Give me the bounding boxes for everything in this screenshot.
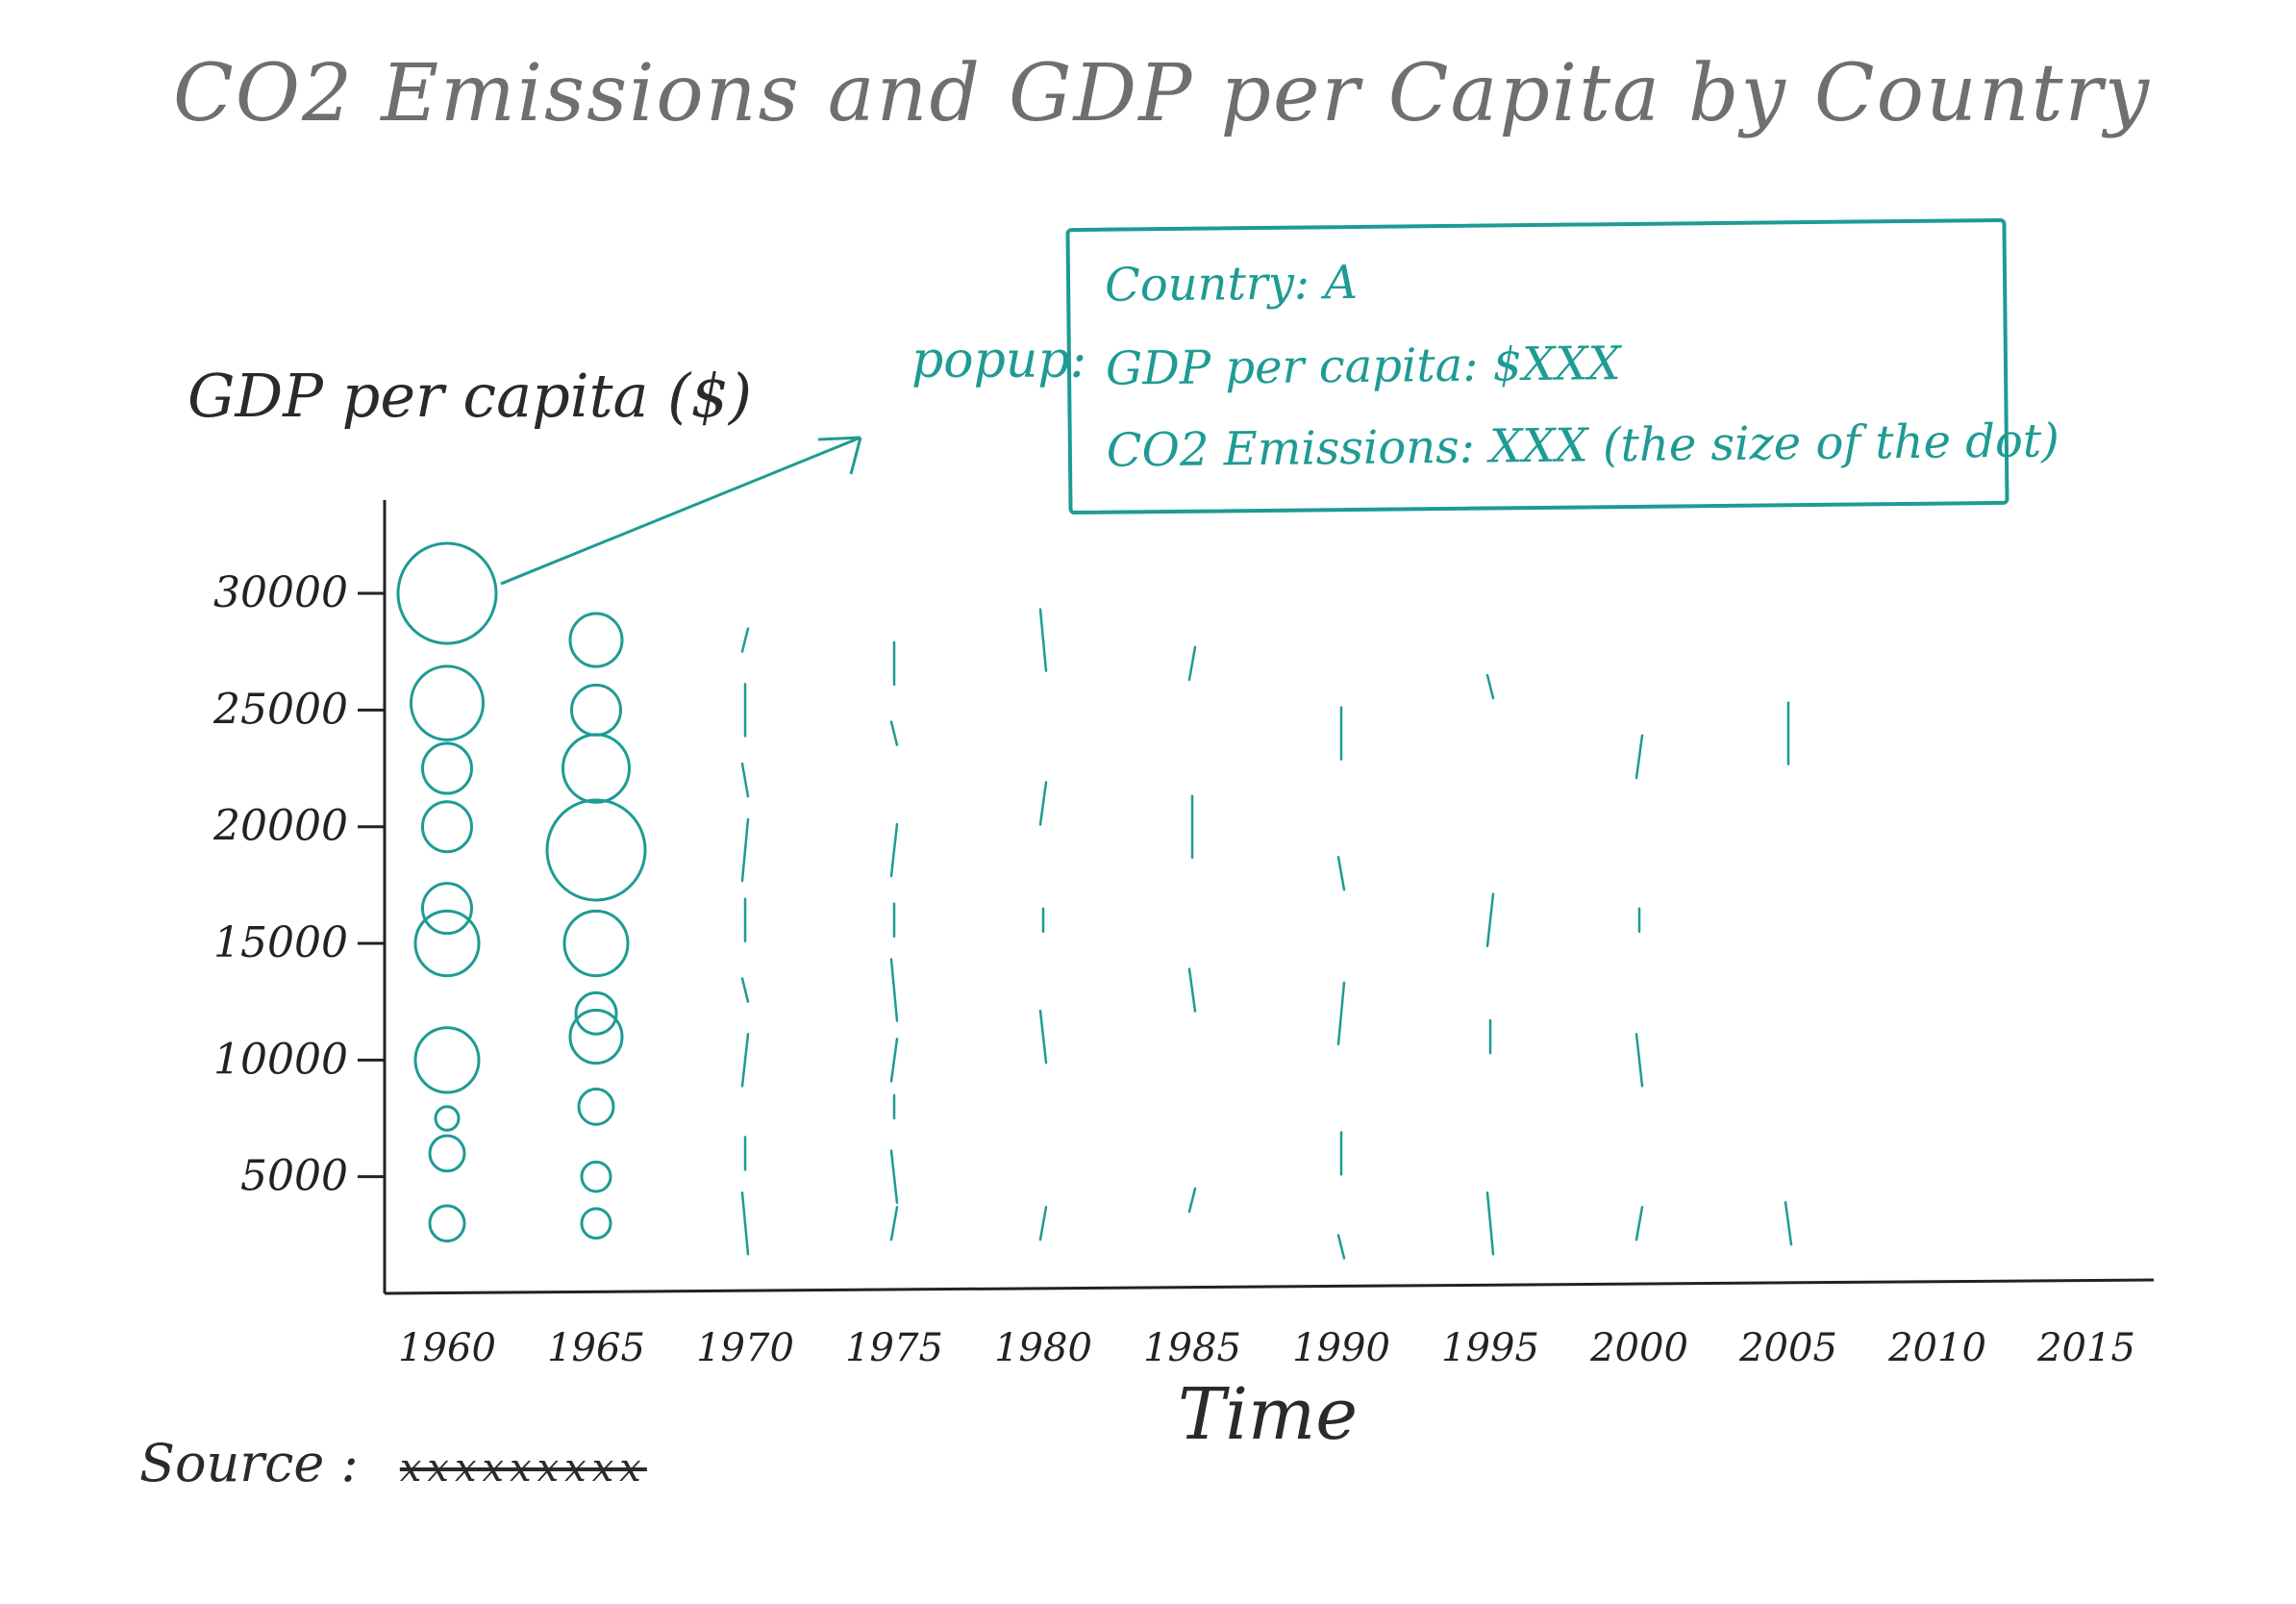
- popup-label: popup:: [911, 332, 1087, 389]
- x-axis-line: [384, 1278, 2155, 1295]
- data-point: [413, 909, 481, 978]
- placeholder-mark: [740, 762, 750, 798]
- placeholder-mark: [1784, 1200, 1793, 1246]
- placeholder-mark: [889, 1205, 899, 1241]
- placeholder-mark: [740, 1190, 750, 1256]
- placeholder-mark: [1336, 981, 1346, 1046]
- data-point: [434, 1105, 461, 1132]
- data-point: [421, 800, 473, 854]
- source-note: Source : xxxxxxxxx: [139, 1433, 647, 1493]
- placeholder-mark: [1187, 1187, 1197, 1214]
- x-tick-label: 1995: [1441, 1326, 1539, 1370]
- placeholder-mark: [740, 817, 750, 883]
- placeholder-mark: [1635, 1033, 1644, 1088]
- data-point: [580, 1160, 612, 1193]
- placeholder-mark: [1187, 967, 1197, 1013]
- placeholder-mark: [889, 1149, 899, 1204]
- data-point: [413, 1026, 481, 1094]
- x-tick-label: 1990: [1292, 1326, 1390, 1370]
- x-tick-label: 2005: [1738, 1326, 1837, 1370]
- placeholder-mark: [889, 720, 899, 746]
- chart-axes: [383, 500, 2155, 1295]
- source-label: Source: [139, 1433, 325, 1493]
- placeholder-mark: [1635, 734, 1644, 780]
- placeholder-mark: [1038, 608, 1048, 672]
- chart-title: CO2 Emissions and GDP per Capita by Coun…: [173, 48, 2152, 139]
- data-point: [428, 1134, 466, 1173]
- data-point: [428, 1204, 466, 1243]
- placeholder-mark: [889, 958, 899, 1022]
- placeholder-mark: [889, 822, 899, 878]
- y-tick-label: 20000: [212, 802, 348, 851]
- y-tick-label: 5000: [240, 1152, 348, 1201]
- placeholder-mark: [1187, 645, 1197, 682]
- data-point: [396, 541, 498, 645]
- x-tick-label: 1970: [696, 1326, 794, 1370]
- placeholder-mark: [1485, 673, 1495, 700]
- x-tick-label: 2010: [1887, 1326, 1986, 1370]
- placeholder-mark: [740, 977, 750, 1003]
- data-point: [577, 1088, 615, 1126]
- placeholder-mark: [740, 627, 750, 653]
- y-axis-label: GDP per capita ($): [187, 361, 753, 431]
- x-tick-label: 1975: [845, 1326, 943, 1370]
- data-point: [545, 798, 647, 902]
- placeholder-mark: [1038, 781, 1048, 826]
- data-points: [396, 541, 647, 1243]
- x-tick-label: 1985: [1143, 1326, 1241, 1370]
- placeholder-mark: [740, 1033, 750, 1088]
- x-tick-label: 1980: [994, 1326, 1092, 1370]
- placeholder-mark: [889, 1038, 899, 1083]
- data-point: [568, 612, 624, 668]
- placeholder-marks: [740, 608, 1793, 1260]
- placeholder-mark: [1336, 1234, 1346, 1260]
- x-axis-label: Time: [1178, 1373, 1358, 1456]
- data-point: [574, 990, 618, 1036]
- source-value: xxxxxxxxx: [399, 1446, 647, 1491]
- x-tick-label: 2000: [1589, 1326, 1688, 1370]
- data-point: [568, 1009, 624, 1065]
- placeholder-mark: [1336, 855, 1346, 891]
- placeholder-mark: [1485, 892, 1495, 948]
- x-tick-label: 1965: [547, 1326, 645, 1370]
- y-tick-label: 10000: [213, 1035, 348, 1084]
- y-tick-label: 25000: [212, 685, 348, 734]
- x-tick-label: 2015: [2036, 1326, 2135, 1370]
- data-point: [410, 664, 485, 741]
- placeholder-mark: [1485, 1190, 1495, 1256]
- y-ticks: 5000 10000 15000 20000 25000 30000: [212, 568, 385, 1201]
- data-point: [421, 882, 473, 936]
- y-tick-label: 15000: [213, 918, 348, 967]
- data-point: [562, 909, 630, 978]
- data-point: [421, 741, 473, 795]
- y-tick-label: 30000: [213, 568, 348, 617]
- placeholder-mark: [1635, 1205, 1644, 1241]
- x-ticks: 1960 1965 1970 1975 1980 1985 1990 1995 2000 2005…: [398, 1326, 2135, 1370]
- popup-arrow: [500, 436, 862, 586]
- data-point: [580, 1207, 612, 1241]
- data-point: [570, 683, 622, 737]
- placeholder-mark: [1038, 1205, 1048, 1241]
- data-point: [562, 733, 631, 804]
- x-tick-label: 1960: [398, 1326, 496, 1370]
- placeholder-mark: [1038, 1009, 1048, 1065]
